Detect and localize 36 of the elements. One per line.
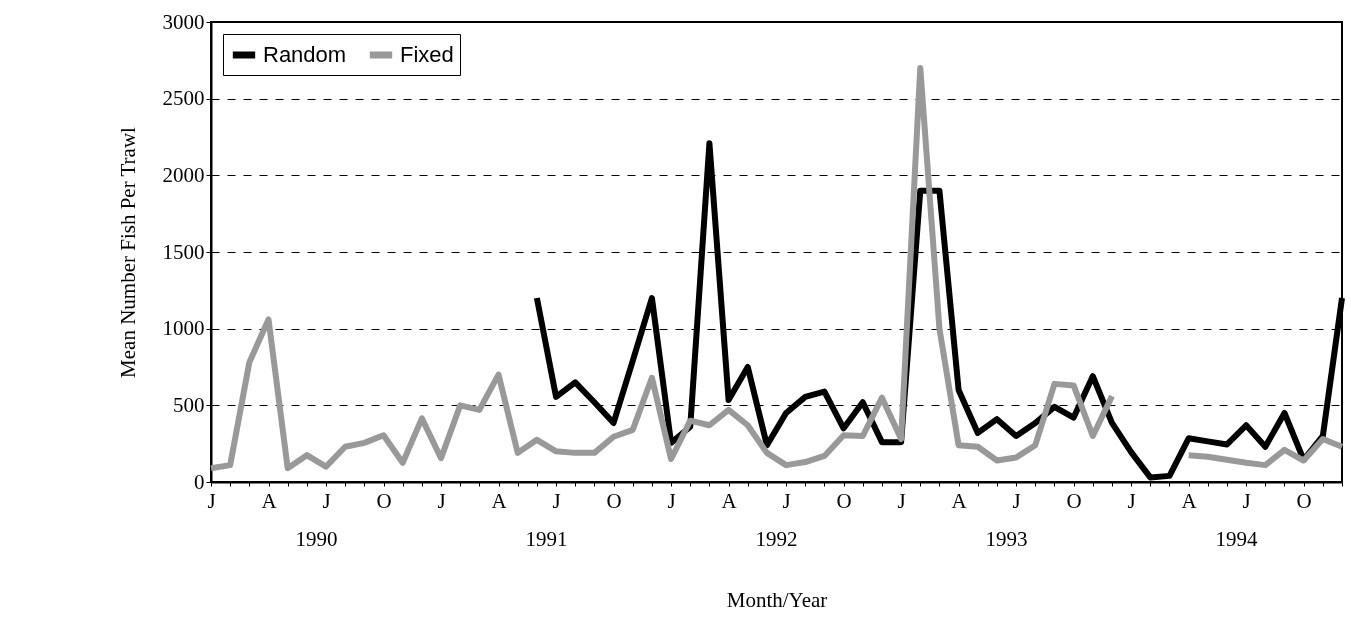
x-tick-label: J [897,488,906,513]
x-tick-label: J [782,488,791,513]
x-tick-label: J [437,488,446,513]
x-tick-label: A [261,488,278,513]
text: 1990 [295,527,338,551]
text: 1994 [1215,527,1259,551]
x-axis-title: Month/Year [726,587,828,612]
y-axis-title: Mean Number Fish Per Trawl [115,126,140,378]
y-tick-label: 1000 [162,316,205,341]
x-tick-label: A [721,488,738,513]
y-tick-label: 2000 [162,162,205,187]
x-tick-label: O [1066,488,1082,513]
legend-label: Random [263,42,347,67]
text: 1993 [985,527,1028,551]
x-tick-label: O [1296,488,1312,513]
y-tick-label: 1500 [162,239,205,264]
x-tick-label: O [836,488,852,513]
x-tick-label: J [1127,488,1136,513]
x-tick-label: A [491,488,508,513]
y-tick-label: 2500 [162,86,205,111]
text: 1992 [755,527,798,551]
y-tick-label: 3000 [162,9,205,34]
x-tick-label: A [951,488,968,513]
x-tick-label: J [1242,488,1251,513]
y-tick-label: 0 [194,469,205,494]
text: 1991 [525,527,568,551]
x-tick-label: J [667,488,676,513]
x-tick-label: O [606,488,622,513]
y-tick-label: 500 [173,392,205,417]
x-tick-label: J [552,488,561,513]
x-tick-label: J [207,488,216,513]
x-tick-label: O [376,488,392,513]
x-tick-label: J [1012,488,1021,513]
x-tick-label: J [322,488,331,513]
x-tick-label: A [1181,488,1198,513]
legend-label: Fixed [400,42,454,67]
